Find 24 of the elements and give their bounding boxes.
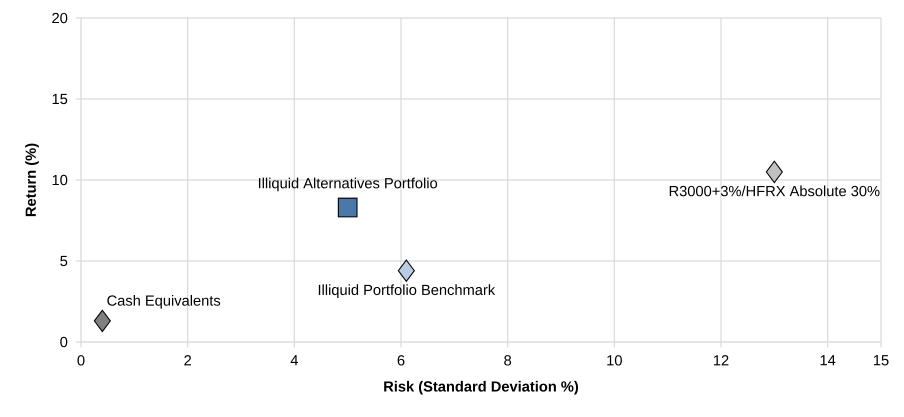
y-tick-label: 0	[60, 336, 68, 348]
series-label: Illiquid Alternatives Portfolio	[258, 178, 438, 192]
point	[94, 310, 111, 332]
x-tick-label: 14	[820, 355, 836, 366]
series-label: Illiquid Portfolio Benchmark	[318, 284, 496, 298]
x-tick-label: 10	[607, 355, 622, 366]
point	[338, 198, 358, 218]
series-label: Cash Equivalents	[107, 294, 220, 309]
point	[766, 160, 783, 184]
x-tick-label: 4	[290, 355, 298, 366]
x-tick-label: 15	[874, 355, 889, 366]
y-tick-label: 20	[52, 12, 68, 24]
series-label: R3000+3%/HFRX Absolute 30%	[670, 185, 880, 196]
x-tick-label: 8	[504, 355, 512, 366]
point	[398, 260, 415, 282]
x-tick-label: 6	[398, 355, 404, 366]
x-tick-label: 2	[184, 355, 192, 366]
y-tick-label: 10	[52, 174, 68, 186]
y-tick-label: 15	[52, 94, 68, 104]
y-tick-label: 5	[60, 256, 68, 266]
x-tick-label: 0	[78, 355, 85, 366]
x-tick-label: 12	[714, 355, 728, 366]
x-axis-title: Risk (Standard Deviation %)	[384, 380, 578, 395]
y-axis-title: Return (%)	[25, 144, 39, 216]
